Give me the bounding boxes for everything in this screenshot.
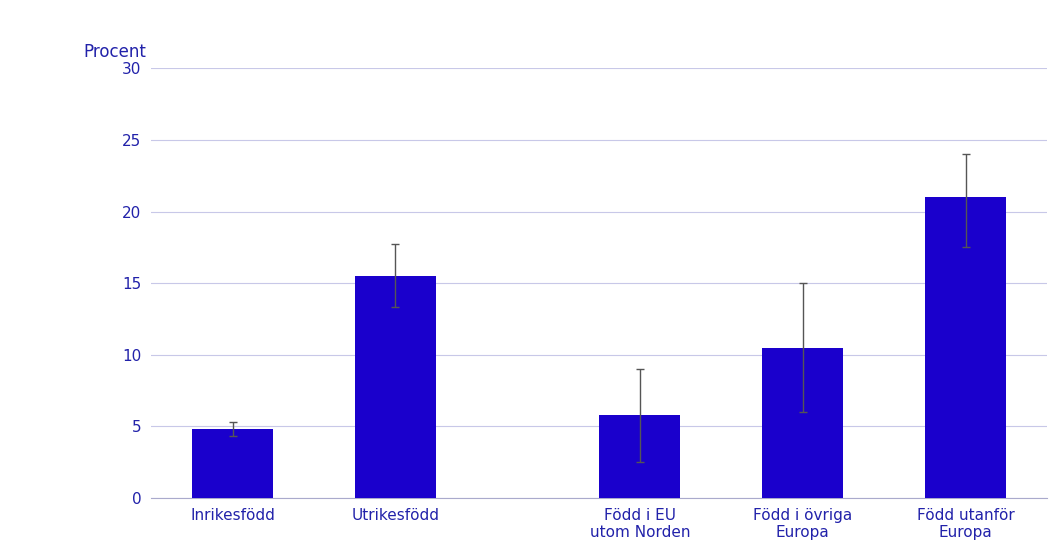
Bar	[761, 347, 843, 498]
Bar	[925, 197, 1007, 498]
Bar	[192, 429, 273, 498]
Text: Procent: Procent	[84, 43, 147, 60]
Bar	[355, 276, 436, 498]
Bar	[599, 415, 681, 498]
